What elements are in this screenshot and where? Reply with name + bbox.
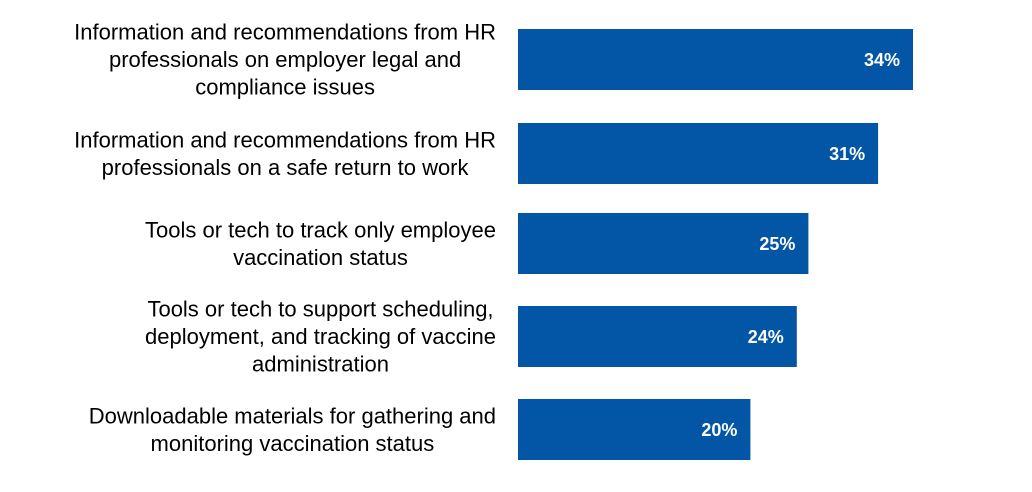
category-label-3-line-1: Tools or tech to track only employee <box>145 217 496 242</box>
category-labels-group: Information and recommendations from HRp… <box>74 20 496 456</box>
bar-4 <box>518 306 797 367</box>
bars-group <box>518 29 913 460</box>
bar-5 <box>518 399 751 460</box>
category-label-1-line-3: compliance issues <box>195 75 375 100</box>
bar-1 <box>518 29 913 90</box>
value-label-4: 24% <box>748 327 784 347</box>
category-label-1-line-1: Information and recommendations from HR <box>74 20 496 45</box>
value-labels-group: 34% 31% 25% 24% 20% <box>701 50 900 440</box>
category-label-2-line-2: professionals on a safe return to work <box>102 155 470 180</box>
category-label-3-line-2: vaccination status <box>233 245 408 270</box>
category-label-5-line-1: Downloadable materials for gathering and <box>89 403 496 428</box>
category-label-5-line-2: monitoring vaccination status <box>151 431 435 456</box>
bar-3 <box>518 213 809 274</box>
value-label-3: 25% <box>759 234 795 254</box>
category-label-4-line-2: deployment, and tracking of vaccine <box>145 324 496 349</box>
category-label-4-line-1: Tools or tech to support scheduling, <box>147 297 493 322</box>
value-label-5: 20% <box>701 420 737 440</box>
category-label-2-line-1: Information and recommendations from HR <box>74 127 496 152</box>
value-label-2: 31% <box>829 144 865 164</box>
value-label-1: 34% <box>864 50 900 70</box>
bar-2 <box>518 123 879 184</box>
category-label-1-line-2: professionals on employer legal and <box>109 47 461 72</box>
category-label-4-line-3: administration <box>252 352 389 377</box>
